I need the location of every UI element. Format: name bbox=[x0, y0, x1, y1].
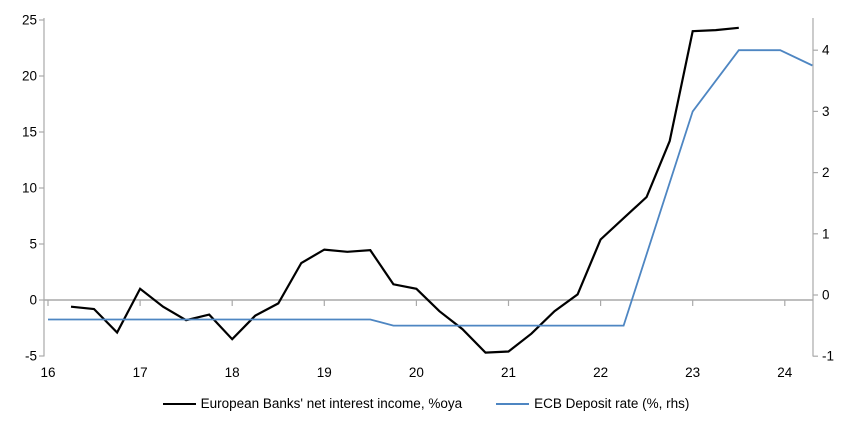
svg-text:25: 25 bbox=[22, 13, 37, 28]
legend-item-nii: European Banks' net interest income, %oy… bbox=[162, 396, 463, 411]
nii-line bbox=[70, 26, 739, 354]
svg-text:21: 21 bbox=[501, 365, 516, 380]
deposit-rate-line-swatch bbox=[496, 402, 530, 405]
svg-text:23: 23 bbox=[685, 365, 700, 380]
svg-text:18: 18 bbox=[225, 365, 240, 380]
svg-text:19: 19 bbox=[317, 365, 332, 380]
svg-text:-5: -5 bbox=[25, 349, 37, 364]
svg-text:22: 22 bbox=[593, 365, 608, 380]
svg-text:5: 5 bbox=[29, 237, 37, 252]
data-series bbox=[48, 26, 813, 354]
legend-label-ecb-deposit-rate: ECB Deposit rate (%, rhs) bbox=[534, 396, 690, 411]
svg-text:-1: -1 bbox=[822, 349, 834, 364]
svg-text:16: 16 bbox=[40, 365, 55, 380]
svg-text:3: 3 bbox=[822, 104, 830, 119]
y-axis-left: 25 20 15 10 5 0 -5 bbox=[22, 13, 45, 364]
svg-text:0: 0 bbox=[822, 288, 830, 303]
svg-text:20: 20 bbox=[409, 365, 424, 380]
nii-line-swatch bbox=[162, 402, 196, 405]
svg-text:1: 1 bbox=[822, 226, 830, 241]
svg-text:10: 10 bbox=[22, 181, 37, 196]
x-axis: 16 17 18 19 20 21 22 23 24 bbox=[40, 300, 793, 380]
y-axis-right: 4 3 2 1 0 -1 bbox=[812, 18, 834, 364]
svg-text:20: 20 bbox=[22, 69, 37, 84]
svg-text:0: 0 bbox=[29, 293, 37, 308]
deposit-rate-line bbox=[48, 49, 813, 327]
svg-text:17: 17 bbox=[133, 365, 148, 380]
svg-text:24: 24 bbox=[777, 365, 793, 380]
legend-label-nii: European Banks' net interest income, %oy… bbox=[200, 396, 463, 411]
chart-legend: European Banks' net interest income, %oy… bbox=[0, 396, 852, 411]
svg-text:4: 4 bbox=[822, 43, 830, 58]
legend-item-ecb-deposit-rate: ECB Deposit rate (%, rhs) bbox=[496, 396, 689, 411]
svg-text:2: 2 bbox=[822, 165, 830, 180]
svg-text:15: 15 bbox=[22, 125, 37, 140]
